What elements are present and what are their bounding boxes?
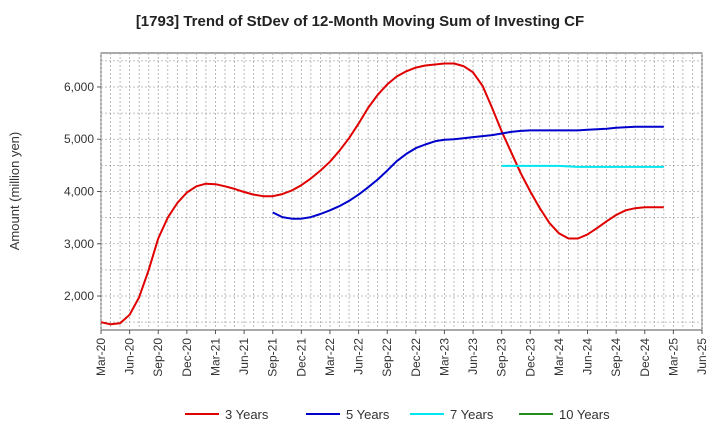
x-tick-label: Dec-22 [409,338,423,377]
x-tick-label: Jun-22 [352,338,366,375]
x-tick-label: Sep-22 [380,338,394,377]
x-tick-label: Mar-20 [94,338,108,376]
series-line-7-years [501,164,664,168]
x-tick-label: Jun-24 [581,338,595,375]
x-tick-label: Sep-20 [151,338,165,377]
x-tick-label: Jun-21 [237,338,251,375]
x-tick-label: Dec-20 [180,338,194,377]
x-tick-label: Jun-20 [123,338,137,375]
legend-label: 10 Years [559,407,610,422]
legend-label: 3 Years [225,407,269,422]
series-layer [100,62,664,326]
legend-item: 10 Years [519,407,610,422]
series-line-3-years [100,62,664,326]
x-tick-label: Jun-25 [695,338,709,375]
y-tick-label: 2,000 [64,289,94,303]
y-tick-label: 6,000 [64,80,94,94]
x-tick-label: Mar-24 [552,338,566,376]
x-tick-label: Mar-22 [323,338,337,376]
legend-item: 5 Years [306,407,390,422]
x-tick-label: Dec-24 [638,338,652,377]
y-axis-label: Amount (million yen) [7,132,22,251]
series-line-5-years [272,125,664,220]
x-tick-label: Sep-24 [609,338,623,377]
y-tick-label: 3,000 [64,237,94,251]
x-tick-label: Sep-21 [266,338,280,377]
x-tick-label: Sep-23 [495,338,509,377]
legend-item: 3 Years [185,407,269,422]
x-tick-label: Mar-25 [666,338,680,376]
legend-item: 7 Years [410,407,494,422]
x-tick-label: Mar-23 [437,338,451,376]
x-tick-label: Dec-21 [294,338,308,377]
legend: 3 Years 5 Years 7 Years 10 Years [185,407,610,422]
legend-label: 5 Years [346,407,390,422]
x-tick-label: Mar-21 [208,338,222,376]
y-tick-label: 4,000 [64,185,94,199]
grid-lines [100,53,703,330]
x-tick-label: Jun-23 [466,338,480,375]
legend-label: 7 Years [450,407,494,422]
chart-title: [1793] Trend of StDev of 12-Month Moving… [136,13,584,30]
x-tick-label: Dec-23 [523,338,537,377]
y-axis-ticks: 2,000 3,000 4,000 5,000 6,000 [64,80,101,303]
y-tick-label: 5,000 [64,132,94,146]
x-axis-ticks: Mar-20 Jun-20 Sep-20 Dec-20 Mar-21 Jun-21 Sep-… [94,330,709,377]
